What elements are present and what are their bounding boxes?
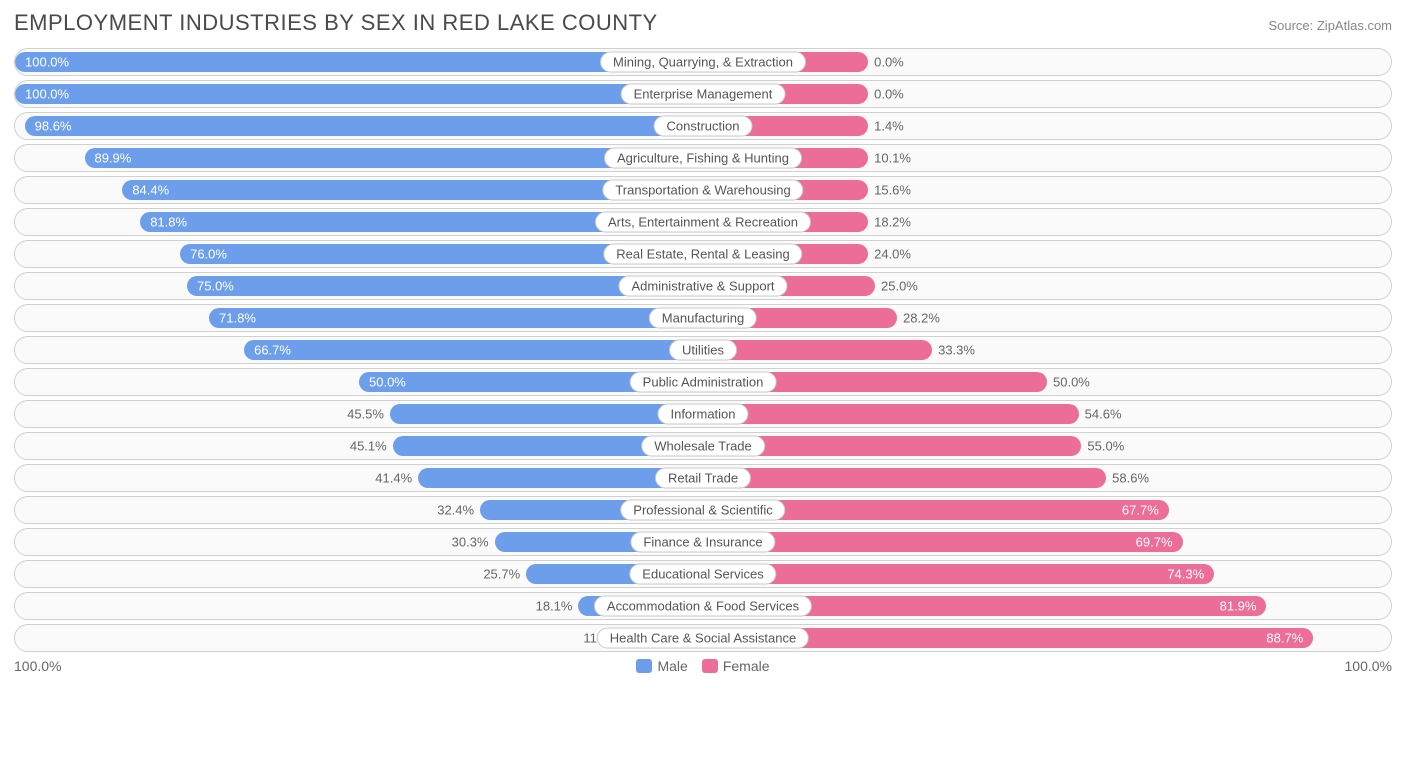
legend: Male Female bbox=[636, 658, 769, 674]
male-pct-label: 45.1% bbox=[350, 439, 387, 454]
industry-label: Enterprise Management bbox=[621, 84, 786, 105]
female-pct-label: 74.3% bbox=[1167, 567, 1204, 582]
male-pct-label: 98.6% bbox=[35, 119, 72, 134]
female-bar bbox=[703, 468, 1106, 488]
male-pct-label: 100.0% bbox=[25, 55, 69, 70]
female-pct-label: 81.9% bbox=[1220, 599, 1257, 614]
female-pct-label: 0.0% bbox=[874, 55, 904, 70]
chart-row: 75.0% 25.0% Administrative & Support bbox=[14, 272, 1392, 300]
female-pct-label: 54.6% bbox=[1085, 407, 1122, 422]
female-pct-label: 0.0% bbox=[874, 87, 904, 102]
male-bar bbox=[390, 404, 703, 424]
industry-label: Finance & Insurance bbox=[630, 532, 775, 553]
male-swatch bbox=[636, 659, 652, 673]
chart-row: 71.8% 28.2% Manufacturing bbox=[14, 304, 1392, 332]
chart-row: 89.9% 10.1% Agriculture, Fishing & Hunting bbox=[14, 144, 1392, 172]
chart-row: 50.0% 50.0% Public Administration bbox=[14, 368, 1392, 396]
male-pct-label: 18.1% bbox=[536, 599, 573, 614]
female-pct-label: 18.2% bbox=[874, 215, 911, 230]
chart-row: 41.4% 58.6% Retail Trade bbox=[14, 464, 1392, 492]
male-pct-label: 76.0% bbox=[190, 247, 227, 262]
diverging-bar-chart: 100.0% 0.0% Mining, Quarrying, & Extractio… bbox=[14, 48, 1392, 652]
industry-label: Information bbox=[657, 404, 748, 425]
male-pct-label: 50.0% bbox=[369, 375, 406, 390]
female-bar bbox=[703, 404, 1079, 424]
male-pct-label: 25.7% bbox=[483, 567, 520, 582]
female-pct-label: 67.7% bbox=[1122, 503, 1159, 518]
male-pct-label: 81.8% bbox=[150, 215, 187, 230]
female-pct-label: 50.0% bbox=[1053, 375, 1090, 390]
chart-row: 45.1% 55.0% Wholesale Trade bbox=[14, 432, 1392, 460]
legend-item-male: Male bbox=[636, 658, 687, 674]
female-bar bbox=[703, 564, 1214, 584]
female-pct-label: 15.6% bbox=[874, 183, 911, 198]
female-swatch bbox=[702, 659, 718, 673]
industry-label: Retail Trade bbox=[655, 468, 751, 489]
chart-title: EMPLOYMENT INDUSTRIES BY SEX IN RED LAKE… bbox=[14, 10, 658, 36]
chart-row: 100.0% 0.0% Enterprise Management bbox=[14, 80, 1392, 108]
chart-row: 32.4% 67.7% Professional & Scientific bbox=[14, 496, 1392, 524]
female-pct-label: 58.6% bbox=[1112, 471, 1149, 486]
chart-row: 81.8% 18.2% Arts, Entertainment & Recreati… bbox=[14, 208, 1392, 236]
female-pct-label: 24.0% bbox=[874, 247, 911, 262]
male-pct-label: 100.0% bbox=[25, 87, 69, 102]
industry-label: Manufacturing bbox=[649, 308, 757, 329]
industry-label: Public Administration bbox=[630, 372, 777, 393]
chart-row: 11.3%88.7%Health Care & Social Assistanc… bbox=[14, 624, 1392, 652]
female-bar bbox=[703, 340, 932, 360]
chart-row: 45.5% 54.6% Information bbox=[14, 400, 1392, 428]
industry-label: Wholesale Trade bbox=[641, 436, 765, 457]
chart-row: 98.6% 1.4% Construction bbox=[14, 112, 1392, 140]
male-bar bbox=[25, 116, 703, 136]
industry-label: Arts, Entertainment & Recreation bbox=[595, 212, 811, 233]
industry-label: Administrative & Support bbox=[618, 276, 787, 297]
male-pct-label: 41.4% bbox=[375, 471, 412, 486]
female-pct-label: 55.0% bbox=[1087, 439, 1124, 454]
industry-label: Construction bbox=[654, 116, 753, 137]
source-attribution: Source: ZipAtlas.com bbox=[1268, 18, 1392, 33]
male-bar bbox=[209, 308, 703, 328]
female-pct-label: 10.1% bbox=[874, 151, 911, 166]
female-pct-label: 1.4% bbox=[874, 119, 904, 134]
chart-row: 25.7% 74.3% Educational Services bbox=[14, 560, 1392, 588]
legend-female-label: Female bbox=[723, 658, 770, 674]
male-pct-label: 84.4% bbox=[132, 183, 169, 198]
industry-label: Health Care & Social Assistance bbox=[597, 628, 809, 649]
industry-label: Educational Services bbox=[629, 564, 776, 585]
male-pct-label: 89.9% bbox=[94, 151, 131, 166]
female-pct-label: 88.7% bbox=[1266, 631, 1303, 646]
male-bar bbox=[15, 84, 703, 104]
male-pct-label: 32.4% bbox=[437, 503, 474, 518]
chart-row: 18.1% 81.9% Accommodation & Food Services bbox=[14, 592, 1392, 620]
industry-label: Accommodation & Food Services bbox=[594, 596, 812, 617]
axis-left-label: 100.0% bbox=[14, 658, 61, 674]
industry-label: Utilities bbox=[669, 340, 737, 361]
industry-label: Professional & Scientific bbox=[620, 500, 785, 521]
chart-row: 84.4% 15.6% Transportation & Warehousing bbox=[14, 176, 1392, 204]
legend-male-label: Male bbox=[657, 658, 687, 674]
industry-label: Agriculture, Fishing & Hunting bbox=[604, 148, 802, 169]
male-bar bbox=[244, 340, 703, 360]
male-pct-label: 66.7% bbox=[254, 343, 291, 358]
axis-right-label: 100.0% bbox=[1345, 658, 1392, 674]
chart-row: 100.0% 0.0% Mining, Quarrying, & Extractio… bbox=[14, 48, 1392, 76]
male-pct-label: 75.0% bbox=[197, 279, 234, 294]
legend-item-female: Female bbox=[702, 658, 770, 674]
industry-label: Mining, Quarrying, & Extraction bbox=[600, 52, 806, 73]
male-pct-label: 45.5% bbox=[347, 407, 384, 422]
chart-row: 30.3% 69.7% Finance & Insurance bbox=[14, 528, 1392, 556]
male-pct-label: 71.8% bbox=[219, 311, 256, 326]
female-pct-label: 69.7% bbox=[1136, 535, 1173, 550]
chart-row: 76.0% 24.0% Real Estate, Rental & Leasing bbox=[14, 240, 1392, 268]
female-pct-label: 28.2% bbox=[903, 311, 940, 326]
male-pct-label: 30.3% bbox=[452, 535, 489, 550]
industry-label: Transportation & Warehousing bbox=[602, 180, 803, 201]
chart-row: 66.7% 33.3% Utilities bbox=[14, 336, 1392, 364]
female-pct-label: 25.0% bbox=[881, 279, 918, 294]
female-pct-label: 33.3% bbox=[938, 343, 975, 358]
industry-label: Real Estate, Rental & Leasing bbox=[603, 244, 802, 265]
